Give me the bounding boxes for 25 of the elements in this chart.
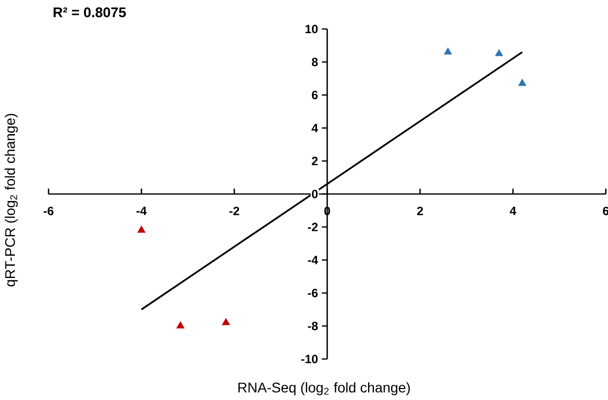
x-tick-label: -6: [44, 206, 54, 216]
y-tick-label: 0: [312, 190, 318, 198]
x-axis-title: RNA-Seq (log$_{2}$ fold change): [238, 382, 410, 396]
y-tick-label: 10: [306, 24, 318, 34]
point: [222, 318, 230, 326]
point: [518, 78, 526, 86]
point: [176, 321, 184, 328]
x-tick-label: 2: [417, 206, 423, 216]
y-tick-label: -6: [308, 288, 318, 298]
point: [495, 49, 503, 56]
y-tick-label: -8: [308, 322, 318, 330]
x-tick-label: -4: [136, 206, 147, 215]
x-tick-label: 4: [510, 206, 516, 215]
y-axis-title: qRT-PCR (log$_{2}$ fold change): [4, 114, 18, 286]
y-tick-label: 6: [312, 90, 318, 100]
y-tick-label: -4: [308, 256, 318, 264]
text: R² = 0.8075: [54, 7, 126, 18]
y-tick-label: -10: [301, 354, 318, 364]
y-tick-label: -2: [308, 222, 318, 232]
y-tick-label: 8: [312, 58, 318, 66]
y-tick-label: 4: [312, 124, 318, 132]
point: [137, 226, 146, 233]
y-tick-label: 2: [312, 156, 318, 166]
x-tick-label: -2: [229, 206, 240, 216]
point: [444, 48, 452, 54]
